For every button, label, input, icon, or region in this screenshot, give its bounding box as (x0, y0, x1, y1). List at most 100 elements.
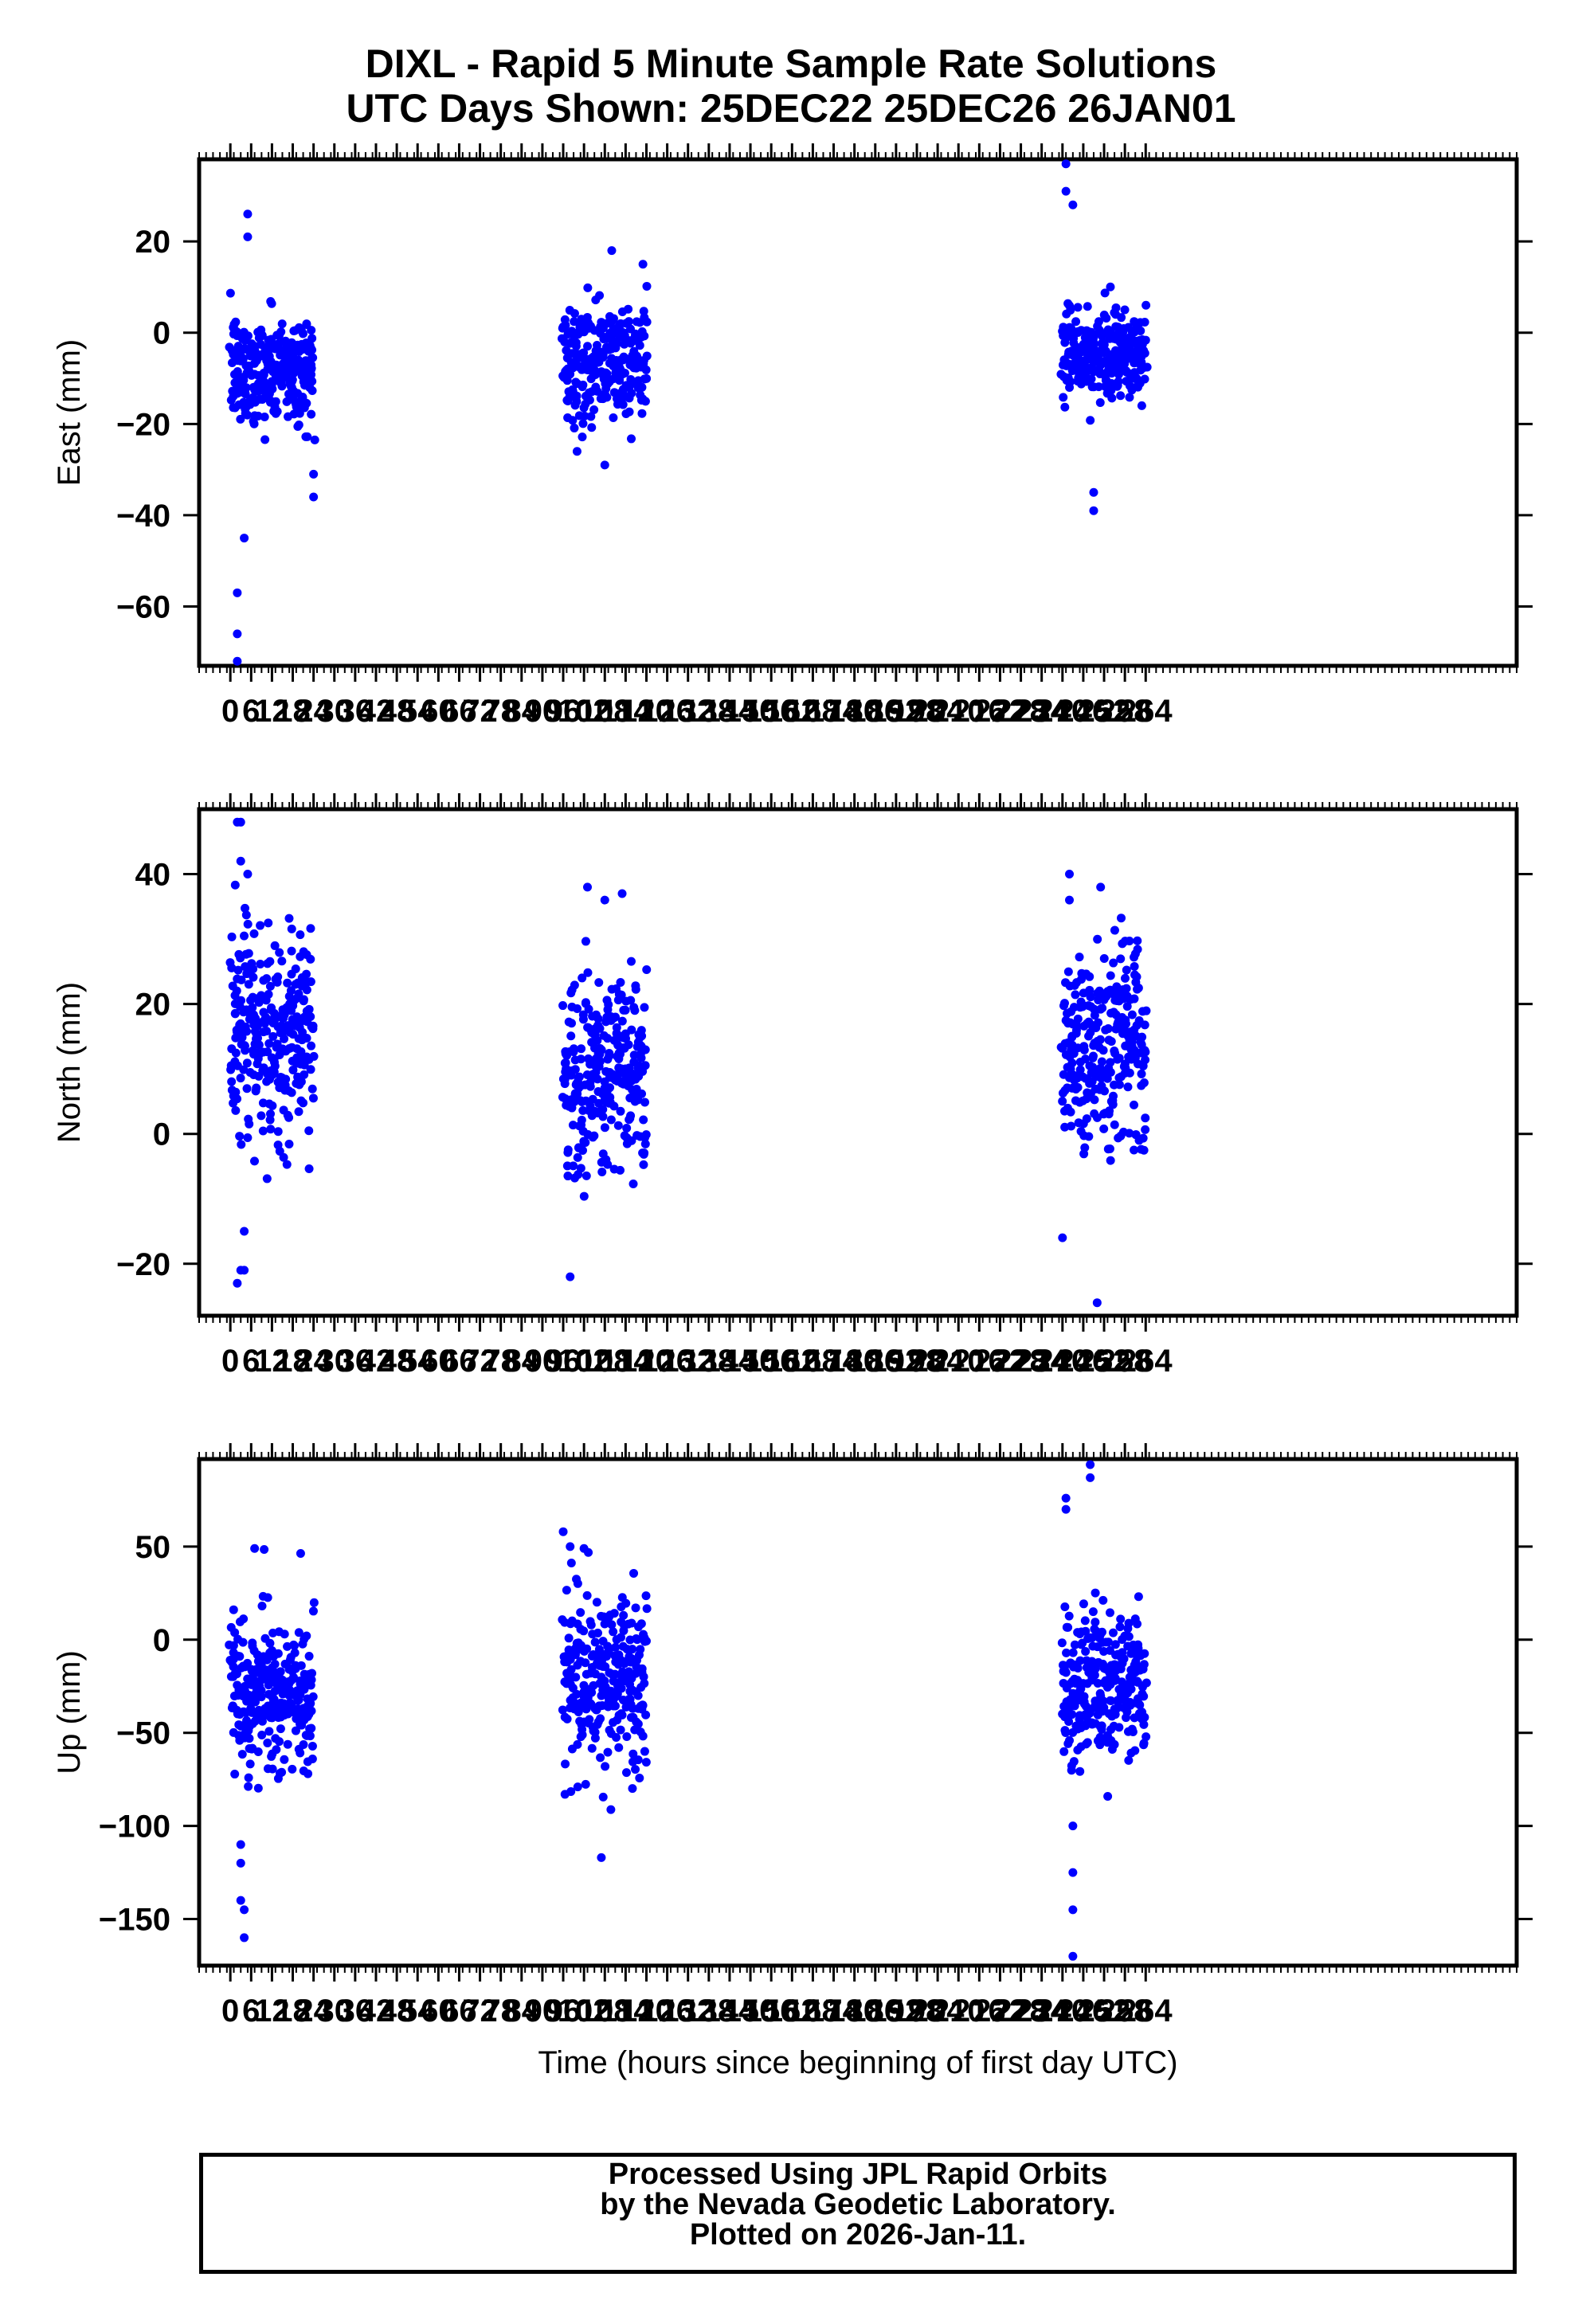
data-point (1120, 1059, 1130, 1069)
data-point (642, 374, 652, 383)
data-point (572, 1689, 582, 1699)
data-point (1086, 1460, 1095, 1469)
data-point (1059, 1747, 1069, 1756)
data-point (609, 413, 618, 422)
data-point (1106, 1037, 1116, 1047)
data-point (1061, 186, 1071, 196)
data-point (1136, 326, 1145, 335)
data-point (633, 1720, 643, 1729)
data-point (582, 1644, 592, 1653)
plot-frame (197, 807, 1519, 1318)
data-point (1137, 401, 1146, 410)
data-point (225, 288, 235, 298)
data-point (266, 1125, 276, 1134)
data-point (582, 1171, 591, 1180)
data-point (1067, 1710, 1077, 1720)
data-point (625, 407, 634, 417)
y-axis-label: East (mm) (52, 339, 87, 486)
x-tick-label: 84 (504, 694, 540, 729)
x-tick-label: 138 (682, 1993, 735, 2029)
data-point (607, 1620, 617, 1630)
data-point (286, 986, 296, 996)
data-point (626, 434, 636, 444)
data-point (1091, 1588, 1100, 1598)
x-tick-label: 210 (932, 1993, 985, 2029)
data-point (579, 1680, 589, 1690)
data-point (633, 1691, 643, 1700)
data-point (566, 1542, 575, 1551)
data-point (1075, 1065, 1085, 1074)
x-tick-label: 144 (703, 694, 757, 729)
data-point (581, 1137, 590, 1147)
data-point (263, 1593, 272, 1602)
data-point (1140, 317, 1149, 327)
data-point (606, 1115, 616, 1125)
data-point (1073, 1664, 1083, 1673)
data-point (237, 1033, 247, 1043)
data-point (302, 985, 311, 995)
data-point (290, 1641, 300, 1650)
data-point (1140, 1712, 1149, 1722)
data-point (642, 1604, 652, 1614)
data-point (576, 1164, 585, 1173)
data-point (1106, 971, 1115, 980)
data-point (577, 1044, 586, 1054)
x-tick-label: 114 (600, 1993, 652, 2029)
data-point (1141, 335, 1150, 345)
data-point (240, 1266, 249, 1275)
data-point (302, 1631, 311, 1641)
data-point (576, 1054, 585, 1064)
x-tick-label: 174 (807, 694, 860, 729)
data-point (229, 1605, 238, 1614)
data-point (1130, 961, 1139, 971)
data-point (260, 1015, 270, 1025)
x-tick-label: 204 (911, 694, 965, 729)
data-point (294, 1107, 303, 1117)
data-point (609, 1627, 618, 1637)
data-point (593, 1074, 602, 1084)
data-point (641, 1710, 651, 1720)
data-point (276, 1724, 285, 1734)
data-point (1079, 1045, 1089, 1054)
data-point (624, 1040, 633, 1050)
data-point (616, 1633, 625, 1642)
data-point (573, 1152, 582, 1162)
data-point (271, 397, 280, 406)
data-point (256, 1686, 266, 1695)
data-point (288, 375, 297, 385)
data-point (605, 1083, 615, 1093)
data-point (1063, 373, 1073, 382)
data-point (302, 969, 311, 979)
data-point (1117, 313, 1126, 323)
data-point (573, 1782, 582, 1792)
x-tick-label: 126 (640, 694, 694, 729)
data-point (1099, 953, 1109, 963)
data-point (264, 1039, 274, 1048)
data-point (1087, 1633, 1097, 1642)
x-tick-label: 54 (400, 1344, 436, 1379)
x-tick-label: 96 (546, 1344, 582, 1379)
footer-line3: Plotted on 2026-Jan-11. (689, 2218, 1027, 2252)
x-tick-label: 108 (578, 694, 632, 729)
data-point (1116, 1614, 1126, 1624)
data-point (258, 1126, 268, 1136)
data-point (240, 1933, 249, 1943)
data-point (558, 1527, 568, 1536)
x-tick-label: 150 (724, 694, 777, 729)
data-point (639, 1160, 648, 1169)
data-point (308, 1606, 318, 1616)
data-point (609, 314, 618, 323)
data-point (1092, 1113, 1102, 1122)
data-point (1125, 1129, 1134, 1138)
data-point (578, 1730, 587, 1739)
data-point (1140, 1649, 1149, 1658)
y-tick-label: 20 (135, 988, 171, 1023)
data-point (253, 1034, 262, 1043)
data-point (628, 1749, 638, 1759)
data-point (636, 1645, 645, 1654)
x-tick-label: 18 (275, 694, 311, 729)
data-point (581, 1779, 590, 1789)
data-point (272, 407, 282, 417)
y-tick-label: −50 (116, 1716, 170, 1751)
x-tick-label: 192 (870, 1344, 923, 1379)
